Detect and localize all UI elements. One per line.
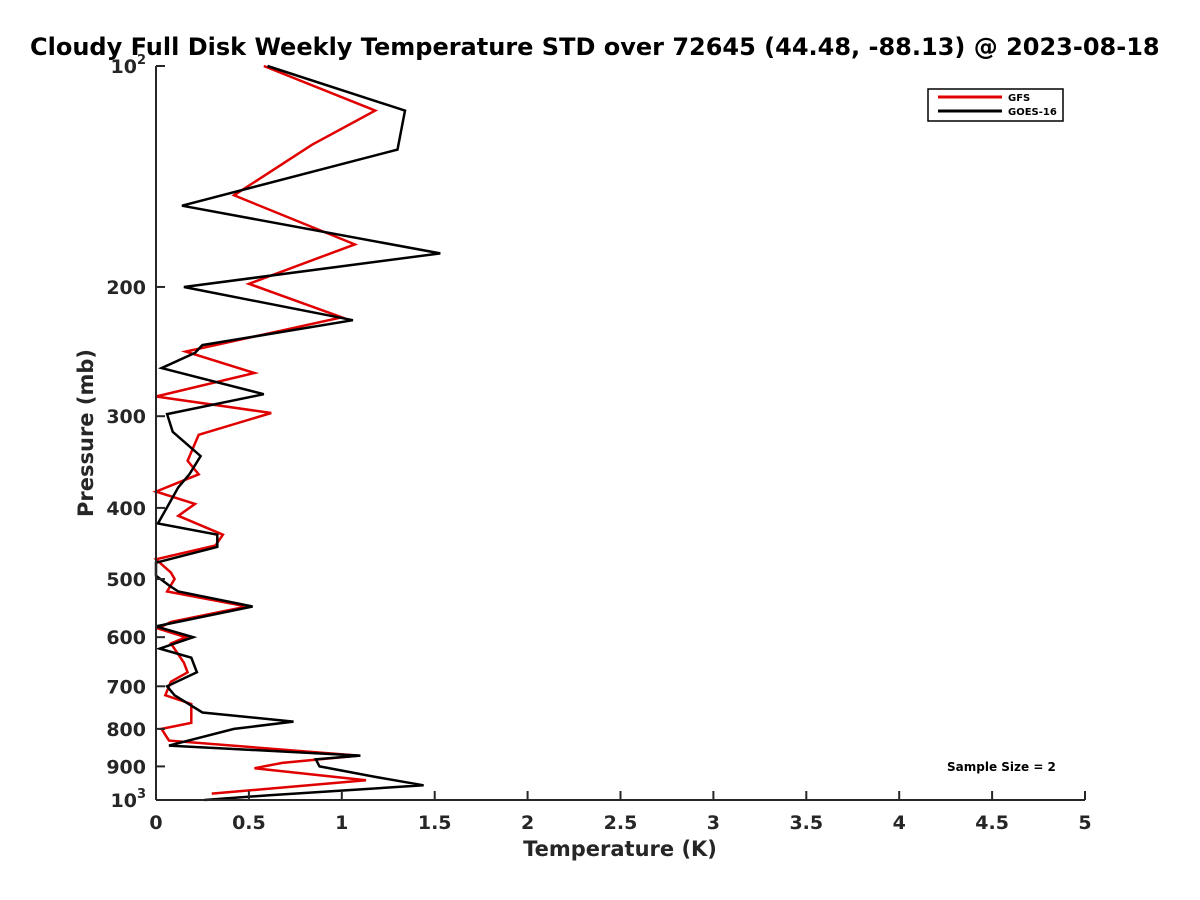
y-tick-label: 200 (106, 277, 146, 299)
x-tick-label: 1.5 (418, 812, 452, 834)
y-tick-label: 700 (106, 676, 146, 698)
y-tick-label: 600 (106, 627, 146, 649)
sample-size-annotation: Sample Size = 2 (947, 760, 1056, 774)
y-tick-label: 103 (111, 787, 147, 812)
x-tick-label: 0 (149, 812, 162, 834)
legend: GFS GOES-16 (927, 88, 1064, 122)
x-tick-label: 0.5 (232, 812, 266, 834)
chart-title: Cloudy Full Disk Weekly Temperature STD … (30, 33, 1160, 61)
series-line-goes16 (154, 64, 441, 802)
x-axis-ticks: 0 0.5 1 1.5 2 2.5 3 3.5 4 4.5 5 (149, 791, 1092, 834)
series-line-gfs (152, 64, 379, 795)
x-axis-label: Temperature (K) (523, 837, 717, 861)
y-axis-ticks: 102 200 300 400 500 600 700 800 900 103 (106, 53, 165, 812)
legend-label-gfs: GFS (1008, 93, 1030, 104)
legend-label-goes16: GOES-16 (1008, 107, 1057, 118)
y-tick-label: 500 (106, 569, 146, 591)
y-tick-label: 102 (111, 53, 147, 78)
y-tick-label: 400 (106, 498, 146, 520)
x-tick-label: 5 (1078, 812, 1091, 834)
legend-box (927, 88, 1064, 122)
y-tick-label: 800 (106, 719, 146, 741)
x-tick-label: 3.5 (789, 812, 823, 834)
y-tick-label: 300 (106, 406, 146, 428)
series-layer (152, 64, 441, 802)
x-tick-label: 2 (521, 812, 534, 834)
y-tick-label: 900 (106, 756, 146, 778)
x-tick-label: 1 (335, 812, 348, 834)
y-axis-label: Pressure (mb) (74, 349, 98, 517)
x-tick-label: 4 (893, 812, 906, 834)
x-tick-label: 2.5 (604, 812, 638, 834)
x-tick-label: 4.5 (975, 812, 1009, 834)
x-tick-label: 3 (707, 812, 720, 834)
